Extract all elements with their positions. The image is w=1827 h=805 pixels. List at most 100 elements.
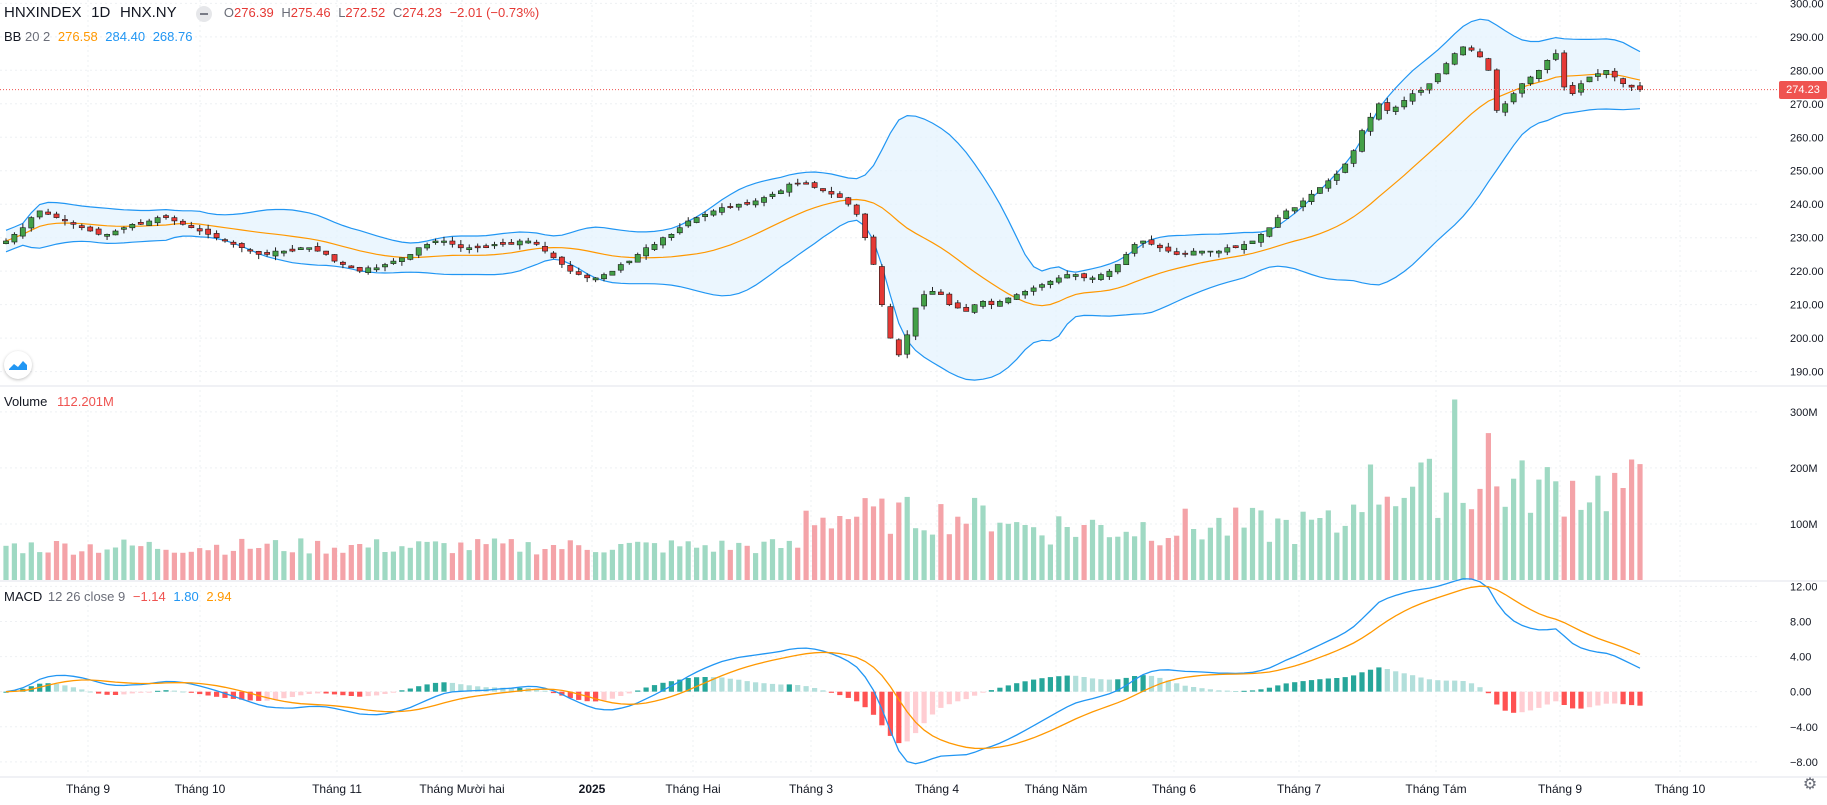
volume-legend[interactable]: Volume 112.201M	[4, 394, 114, 410]
volume-bar	[744, 545, 750, 580]
candle-body	[1148, 239, 1155, 245]
candle-body	[1418, 90, 1424, 93]
macd-histogram-bar	[390, 691, 396, 693]
price-axis-tick: 260.00	[1790, 132, 1824, 144]
macd-histogram-bar	[441, 682, 447, 692]
candle-body	[643, 247, 649, 257]
candle-body	[525, 240, 532, 244]
candle-body	[954, 302, 961, 309]
volume-bar	[1586, 502, 1593, 580]
macd-histogram-bar	[1233, 691, 1239, 692]
macd-histogram-bar	[230, 691, 236, 699]
volume-bar	[1367, 464, 1374, 580]
volume-bar	[1620, 488, 1626, 580]
volume-bar	[1224, 535, 1230, 580]
candle-body	[575, 271, 582, 275]
macd-histogram-bar	[1595, 691, 1601, 706]
macd-histogram-bar	[331, 691, 338, 695]
candle-body	[247, 249, 254, 252]
macd-histogram-bar	[837, 691, 843, 696]
volume-bar	[1637, 464, 1643, 580]
candle-body	[904, 334, 911, 355]
candle-body	[777, 190, 784, 195]
candle-body	[1586, 76, 1593, 83]
candle-body	[1064, 274, 1071, 279]
candle-body	[584, 274, 591, 279]
bb-name: BB	[4, 29, 22, 44]
macd-histogram-bar	[466, 685, 472, 692]
macd-histogram-bar	[938, 691, 944, 708]
candle-body	[272, 250, 279, 257]
price-axis-tick: 190.00	[1790, 367, 1824, 379]
candle-body	[1493, 69, 1500, 111]
macd-histogram-bar	[845, 691, 851, 698]
macd-histogram-bar	[1283, 683, 1289, 692]
volume-bar	[1629, 459, 1635, 580]
volume-bar	[1241, 527, 1247, 580]
volume-bar	[1485, 433, 1491, 580]
candle-body	[61, 219, 68, 222]
macd-histogram-bar	[129, 691, 135, 694]
candle-body	[373, 267, 380, 271]
candle-body	[1291, 207, 1298, 212]
macd-histogram-bar	[980, 691, 986, 693]
bb-legend[interactable]: BB 20 2 276.58 284.40 268.76	[4, 29, 192, 45]
candle-body	[1258, 234, 1264, 243]
interval[interactable]: 1D	[91, 4, 111, 21]
macd-histogram-bar	[1578, 691, 1584, 709]
volume-bar	[180, 552, 186, 580]
hide-icon[interactable]	[196, 5, 213, 22]
volume-bar	[239, 538, 245, 580]
volume-bar	[407, 547, 413, 580]
macd-axis-tick: 12.00	[1790, 581, 1818, 593]
macd-histogram-bar	[1443, 680, 1449, 692]
macd-histogram-bar	[1426, 679, 1432, 692]
macd-histogram-bar	[887, 691, 893, 736]
candle-body	[95, 228, 102, 235]
price-axis-tick: 300.00	[1790, 0, 1824, 10]
macd-histogram-bar	[1031, 679, 1037, 692]
volume-bar	[837, 516, 843, 580]
candle-body	[988, 300, 995, 306]
candle-body	[382, 264, 388, 268]
candle-body	[1165, 246, 1172, 252]
symbol-name[interactable]: HNXINDEX	[4, 4, 82, 21]
volume-bar	[1308, 519, 1315, 580]
macd-histogram-bar	[1132, 676, 1138, 692]
volume-bar	[896, 502, 902, 580]
candle-body	[1173, 251, 1180, 255]
macd-legend[interactable]: MACD 12 26 close 9 −1.14 1.80 2.94	[4, 589, 232, 605]
candle-body	[45, 211, 51, 215]
macd-histogram-bar	[1460, 681, 1466, 692]
volume-value: 112.201M	[57, 394, 114, 409]
candle-body	[542, 246, 548, 252]
candle-body	[230, 241, 237, 245]
candle-body	[171, 217, 178, 222]
candle-body	[1536, 70, 1542, 80]
volume-bar	[828, 528, 834, 580]
macd-histogram-bar	[483, 687, 489, 692]
macd-line-value: 1.80	[173, 589, 199, 604]
price-axis-tick: 250.00	[1790, 166, 1824, 178]
candle-body	[1005, 297, 1012, 304]
candle-body	[887, 306, 894, 339]
tradingview-logo-icon[interactable]	[4, 351, 32, 379]
volume-bar	[1165, 538, 1171, 580]
volume-bar	[988, 531, 994, 580]
volume-bar	[1410, 486, 1416, 580]
volume-bar	[247, 548, 253, 580]
volume-bar	[1199, 539, 1205, 580]
macd-histogram-bar	[1241, 690, 1247, 692]
volume-bar	[904, 496, 910, 580]
macd-histogram-bar	[1325, 678, 1331, 692]
candle-body	[735, 203, 742, 208]
volume-bar	[306, 553, 312, 580]
candle-body	[853, 204, 860, 215]
macd-histogram-bar	[963, 691, 969, 700]
gear-icon[interactable]: ⚙	[1802, 776, 1818, 793]
volume-bar	[121, 539, 127, 580]
time-axis-label: Tháng 9	[66, 782, 110, 796]
volume-bar	[668, 540, 674, 580]
